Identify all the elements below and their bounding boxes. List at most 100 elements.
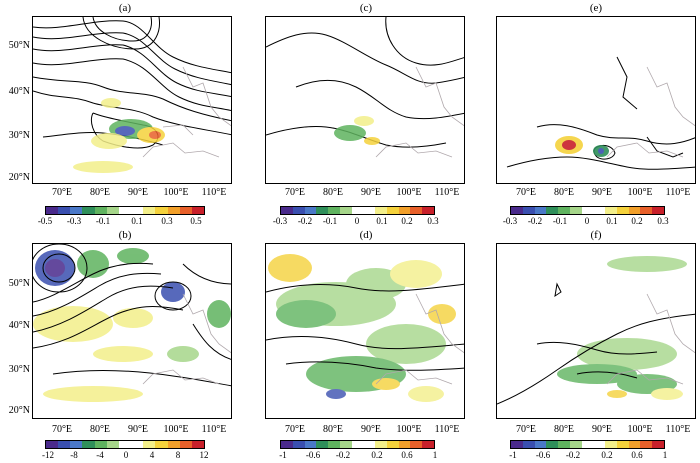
colorbar-segment — [339, 441, 352, 448]
y-tick: 30°N — [8, 130, 30, 141]
colorbar — [510, 440, 665, 449]
map-b-contours — [33, 244, 231, 402]
x-tick: 100°E — [163, 187, 189, 198]
colorbar-segment — [58, 207, 71, 214]
colorbar-tick: 0 — [584, 216, 590, 226]
colorbar-segment — [131, 207, 144, 214]
colorbar-segment — [118, 441, 132, 448]
colorbar-segment — [339, 207, 352, 214]
colorbar-segment — [422, 441, 434, 448]
colorbar-tick: 0 — [123, 450, 129, 460]
colorbar-segment — [94, 207, 107, 214]
x-tick: 80°E — [322, 424, 344, 435]
colorbar-segment — [82, 441, 95, 448]
x-tick: 110°E — [434, 424, 460, 435]
colorbar-segment — [292, 441, 305, 448]
x-tick: 70°E — [51, 187, 73, 198]
colorbar-segment — [70, 441, 83, 448]
x-tick: 80°E — [553, 187, 575, 198]
colorbar-segment — [106, 207, 119, 214]
colorbar-tick: -1 — [509, 450, 517, 460]
colorbar-segment — [511, 207, 523, 214]
colorbar-segment — [131, 441, 144, 448]
colorbar — [45, 206, 205, 215]
colorbar-segment — [143, 207, 156, 214]
colorbar-segment — [179, 441, 192, 448]
colorbar-segment — [628, 207, 641, 214]
colorbar-segment — [167, 441, 180, 448]
colorbar-segment — [106, 441, 119, 448]
colorbar-tick: 1 — [662, 450, 668, 460]
colorbar-segment — [569, 441, 582, 448]
colorbar-tick: -0.6 — [535, 450, 551, 460]
x-tick: 90°E — [360, 424, 382, 435]
colorbar-segment — [363, 441, 376, 448]
panel-label: (b) — [118, 229, 132, 241]
colorbar-segment — [410, 207, 423, 214]
panel-label: (c) — [359, 2, 373, 14]
map-a — [32, 16, 232, 184]
colorbar-segment — [398, 441, 411, 448]
colorbar-segment — [155, 441, 168, 448]
colorbar-tick: 12 — [199, 450, 209, 460]
colorbar-tick: 0.2 — [601, 450, 613, 460]
colorbar-segment — [569, 207, 582, 214]
colorbar-segment — [351, 441, 364, 448]
colorbar-segment — [155, 207, 168, 214]
colorbar-tick: 0.3 — [657, 216, 669, 226]
colorbar-segment — [363, 207, 376, 214]
map-e-contours — [506, 56, 695, 170]
colorbar-segment — [46, 441, 59, 448]
colorbar-tick: 0.1 — [376, 216, 388, 226]
y-tick: 40°N — [8, 86, 30, 97]
colorbar-segment — [281, 207, 293, 214]
x-tick: 80°E — [553, 424, 575, 435]
colorbar-segment — [304, 441, 317, 448]
colorbar-tick: 0.2 — [371, 450, 383, 460]
colorbar-segment — [616, 207, 629, 214]
x-tick: 110°E — [665, 424, 691, 435]
colorbar-tick: -0.1 — [322, 216, 338, 226]
colorbar-segment — [386, 441, 399, 448]
colorbar-tick: 0 — [354, 216, 360, 226]
colorbar-tick: -12 — [42, 450, 54, 460]
x-tick: 80°E — [322, 187, 344, 198]
x-tick: 70°E — [284, 424, 306, 435]
colorbar — [280, 440, 435, 449]
x-tick: 100°E — [396, 187, 422, 198]
colorbar-segment — [375, 441, 387, 448]
x-tick: 100°E — [396, 424, 422, 435]
x-tick: 110°E — [201, 424, 227, 435]
colorbar — [510, 206, 665, 215]
y-tick: 30°N — [8, 364, 30, 375]
colorbar-segment — [640, 441, 653, 448]
panel-label: (a) — [118, 2, 132, 14]
colorbar-tick: -0.1 — [95, 216, 111, 226]
colorbar-tick: -0.3 — [66, 216, 82, 226]
x-tick: 70°E — [284, 187, 306, 198]
x-tick: 90°E — [591, 424, 613, 435]
x-tick: 80°E — [89, 187, 111, 198]
colorbar-segment — [628, 441, 641, 448]
colorbar-segment — [143, 441, 156, 448]
colorbar-tick: 1 — [432, 450, 438, 460]
colorbar-segment — [398, 207, 411, 214]
x-tick: 90°E — [360, 187, 382, 198]
map-c — [265, 16, 465, 184]
colorbar-segment — [58, 441, 71, 448]
colorbar-segment — [581, 441, 594, 448]
x-tick: 110°E — [665, 187, 691, 198]
colorbar-tick: 4 — [149, 450, 155, 460]
colorbar-tick: -0.3 — [502, 216, 518, 226]
colorbar-tick: 0.5 — [190, 216, 202, 226]
colorbar-tick: -0.2 — [565, 450, 581, 460]
colorbar-segment — [546, 207, 559, 214]
colorbar-tick: -0.2 — [335, 450, 351, 460]
colorbar-segment — [328, 441, 340, 448]
x-tick: 80°E — [89, 424, 111, 435]
colorbar-segment — [522, 207, 535, 214]
x-tick: 70°E — [515, 187, 537, 198]
y-tick: 20°N — [8, 172, 30, 183]
colorbar-segment — [191, 441, 205, 448]
colorbar-segment — [558, 207, 570, 214]
